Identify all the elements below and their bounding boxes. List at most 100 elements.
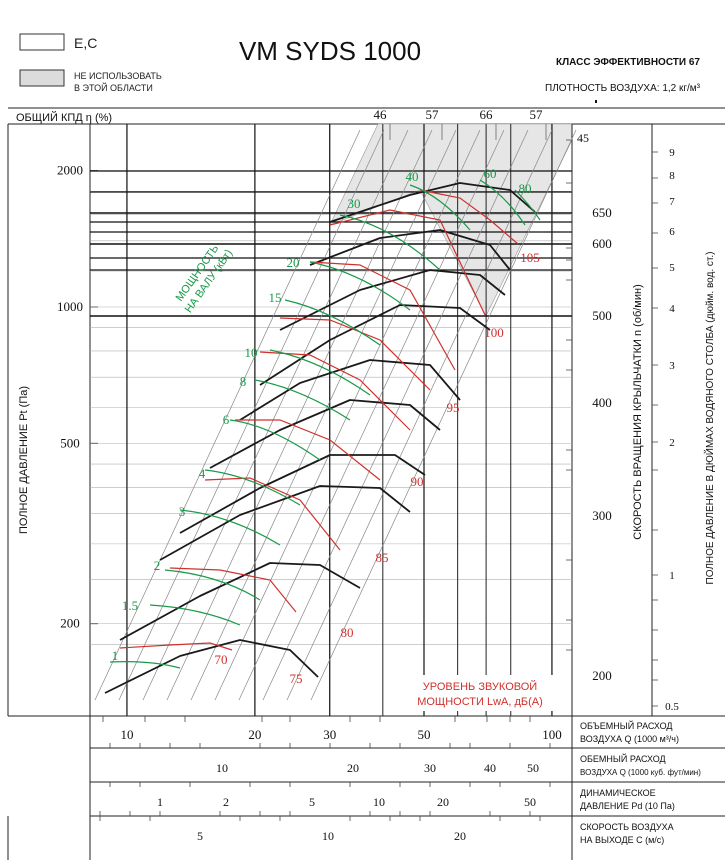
power-value-label: 60 [484,166,497,181]
sound-label-line2: МОЩНОСТИ LwA, дБ(А) [417,696,543,708]
inwg-tick-label: 3 [669,360,675,372]
system-diagonal [142,129,409,701]
fan-curve [104,639,319,694]
power-curve [229,419,321,461]
sound-label-line1: УРОВЕНЬ ЗВУКОВОЙ [423,680,537,693]
power-curve [179,509,281,546]
power-value-label: 4 [199,466,206,481]
power-value-label: 10 [245,345,258,360]
velocity-tick-label: 10 [322,829,334,843]
system-diagonal [286,129,553,701]
sound-curve [235,419,381,481]
speed-tick-label: 300 [592,508,612,523]
pd-tick-label: 50 [524,795,536,809]
y-left-tick-label: 500 [60,435,80,450]
sound-curve [419,189,519,245]
efficiency-top-45: 45 [577,131,589,145]
power-curve [254,379,351,421]
fan-curve [239,359,461,421]
flow-tick-label: 100 [542,727,562,742]
speed-tick-label: 650 [592,205,612,220]
legend-label-ec: E,C [74,35,97,51]
inwg-tick-label: 8 [669,170,675,182]
power-curve [514,189,541,221]
inwg-tick-label: 5 [669,262,675,274]
sound-value-label: 105 [520,250,540,265]
power-curve [479,179,526,226]
power-value-label: 30 [348,196,361,211]
inwg-tick-label: 7 [669,196,675,208]
power-value-label: 1.5 [122,598,138,613]
fan-curve [329,182,536,223]
cfm-tick-label: 40 [484,761,496,775]
efficiency-tick-label: 46 [374,107,388,122]
speed-tick-label: 500 [592,308,612,323]
sound-curve [119,642,233,651]
cfm-tick-label: 20 [347,761,359,775]
cfm-tick-label: 30 [424,761,436,775]
system-diagonal [118,129,385,701]
system-diagonal [310,129,577,701]
power-curve [339,214,441,271]
power-curve [409,184,471,231]
power-value-label: 2 [154,558,161,573]
flow-tick-label: 30 [323,727,336,742]
system-diagonal [94,129,361,701]
sound-value-label: 100 [484,325,504,340]
fan-curve [279,269,506,331]
system-diagonal [238,129,505,701]
air-density: ПЛОТНОСТЬ ВОЗДУХА: 1,2 кг/м³ [545,83,701,94]
pd-tick-label: 20 [437,795,449,809]
bottom-axes: ОБЪЕМНЫЙ РАСХОД ВОЗДУХА Q (1000 м³/ч) ОБ… [7,716,725,860]
speed-tick-label: 400 [592,395,612,410]
power-value-label: 6 [223,412,230,427]
power-value-label: 80 [519,181,532,196]
power-curve [204,469,301,506]
fan-curve [309,229,511,271]
legend-swatch-shaded [19,69,65,87]
inwg-tick-label: 0.5 [665,701,679,713]
cfm-tick-label: 50 [527,761,539,775]
efficiency-tick-label: 57 [426,107,440,122]
efficiency-class: КЛАСС ЭФФЕКТИВНОСТИ 67 [556,57,700,68]
flow-axis-label-2: ВОЗДУХА Q (1000 м³/ч) [580,734,679,744]
efficiency-tick-label: 66 [480,107,494,122]
y-left-axis-title: ПОЛНОЕ ДАВЛЕНИЕ Pt (Па) [18,386,30,534]
sound-value-label: 70 [215,652,228,667]
velocity-axis-label-1: СКОРОСТЬ ВОЗДУХА [580,822,674,832]
velocity-axis-label-2: НА ВЫХОДЕ C (м/с) [580,835,664,845]
speed-tick-label: 200 [592,668,612,683]
efficiency-axis-label: ОБЩИЙ КПД η (%) [16,111,112,124]
power-label-group: МОЩНОСТЬ НА ВАЛУ (кВт) [174,243,236,315]
y-left-tick-label: 2000 [57,163,83,178]
cfm-tick-label: 10 [216,761,228,775]
sound-curve [279,317,431,391]
flow-tick-label: 20 [248,727,261,742]
fan-curve [259,304,491,386]
system-diagonal [214,129,481,701]
sound-value-label: 85 [376,550,389,565]
flow-tick-label: 50 [418,727,431,742]
power-value-label: 15 [269,290,282,305]
speed-tick-label: 600 [592,236,612,251]
power-curve [109,661,181,669]
fan-curve [119,562,361,641]
fan-curve [179,454,426,534]
sound-value-label: 80 [341,625,354,640]
y-left-tick-label: 1000 [57,299,83,314]
legend-swatch-ec [19,33,65,51]
page-title: VM SYDS 1000 [239,36,421,66]
power-curve [164,569,261,601]
sound-curve [329,209,486,316]
pd-axis-label-1: ДИНАМИЧЕСКОЕ [580,788,656,798]
fan-curve [209,399,441,469]
power-curve [309,261,411,311]
flow-axis-label-1: ОБЪЕМНЫЙ РАСХОД [580,720,672,731]
sound-curve [309,261,456,371]
sound-value-label: 90 [411,474,424,489]
inwg-tick-label: 6 [669,226,675,238]
fan-curve [159,485,411,561]
